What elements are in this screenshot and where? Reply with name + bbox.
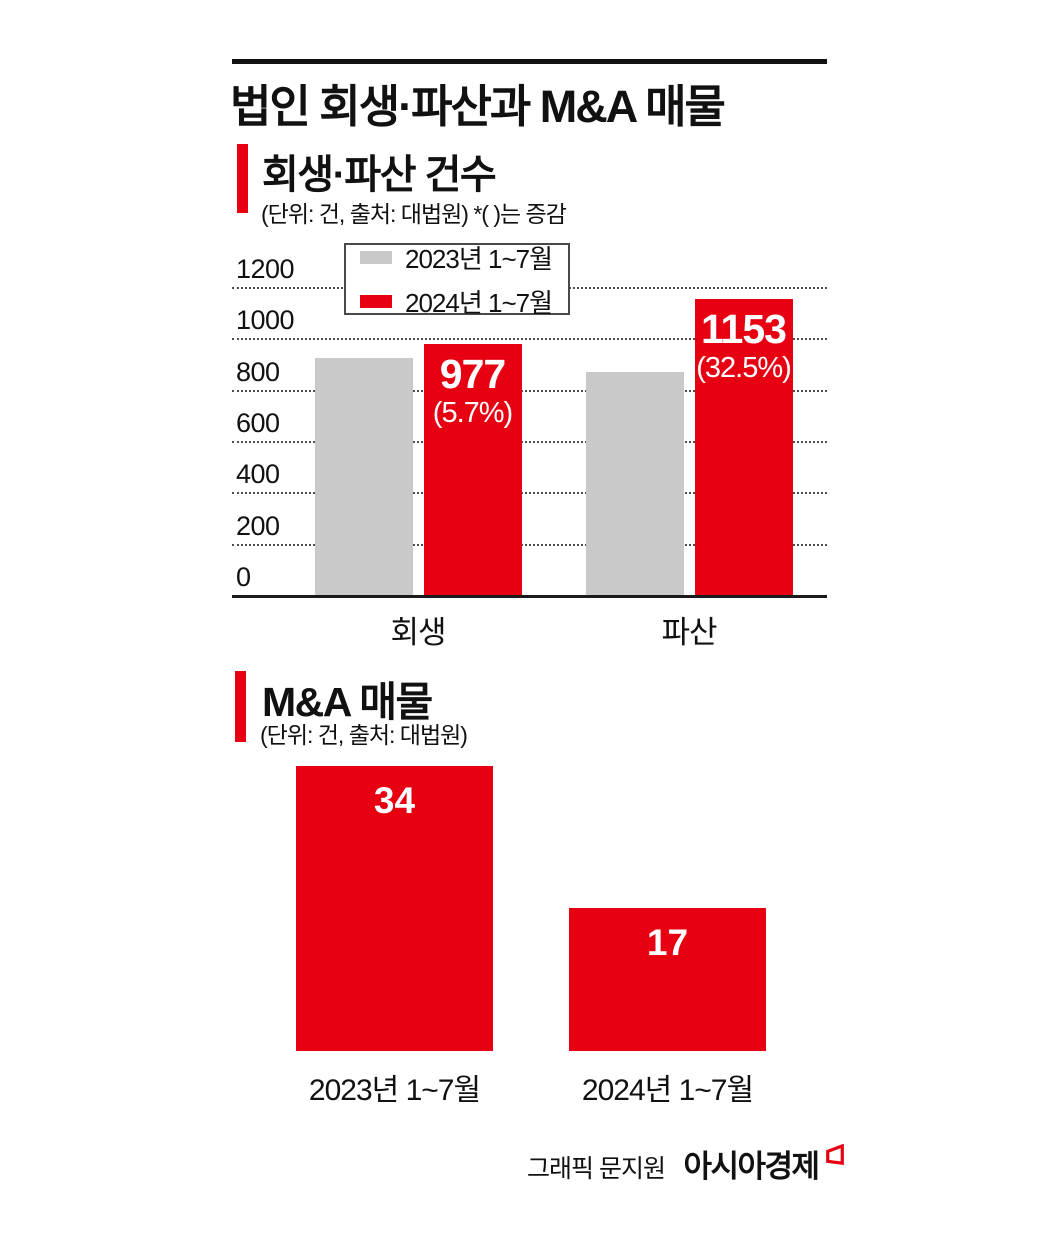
page-title: 법인 회생·파산과 M&A 매물 <box>230 81 726 132</box>
bar-value-bankruptcy: 1153 <box>701 306 787 352</box>
legend-item-2024: 2024년 1~7월 <box>360 283 554 320</box>
ma-category-label-2024: 2024년 1~7월 <box>581 1074 754 1107</box>
brand-logo-text: 아시아경제 <box>683 1149 820 1184</box>
x-axis-line <box>232 595 827 598</box>
bar-ma-2023 <box>296 766 493 1051</box>
chart1-title: 회생·파산 건수 <box>262 153 497 197</box>
gridline-1000 <box>232 338 827 341</box>
bar-rehab-2024 <box>423 344 522 595</box>
ma-data-label-2024: 17 <box>646 922 689 963</box>
y-tick-label-600: 600 <box>236 408 280 438</box>
footer: 그래픽 문지원 아시아경제 <box>232 1141 845 1186</box>
y-tick-label-800: 800 <box>236 356 280 387</box>
ma-data-label-2023: 34 <box>373 780 416 821</box>
chart2-subtitle: (단위: 건, 출처: 대법원) <box>260 722 468 748</box>
y-tick-label-1000: 1000 <box>236 305 295 336</box>
section2-accent-bar <box>235 671 246 742</box>
rehab-bankruptcy-plot: 2023년 1~7월 2024년 1~7월 0 200 400 600 800 1000 1… <box>232 240 827 650</box>
y-tick-label-200: 200 <box>236 510 280 541</box>
category-label-bankruptcy: 파산 <box>661 615 717 650</box>
ma-category-label-2023: 2023년 1~7월 <box>308 1074 481 1107</box>
bar-change-bankruptcy: (32.5%) <box>696 351 792 384</box>
gridline-200 <box>232 543 827 546</box>
legend-label-2023: 2023년 1~7월 <box>405 243 553 274</box>
chart2-title: M&A 매물 <box>262 679 433 725</box>
gridline-600 <box>232 441 827 443</box>
gridline-400 <box>232 492 827 495</box>
bar-bankruptcy-2024 <box>694 299 793 595</box>
bar-value-rehab: 977 <box>439 351 506 397</box>
section1-accent-bar <box>237 144 248 213</box>
top-rule <box>232 59 827 64</box>
legend-swatch-2023-icon <box>360 250 392 264</box>
chart1-subtitle: (단위: 건, 출처: 대법원) *( )는 증감 <box>261 201 567 227</box>
brand-logo-mark-icon <box>825 1143 845 1171</box>
bar-data-label-bankruptcy: 1153 (32.5%) <box>674 306 814 386</box>
ma-listings-plot: 34 2023년 1~7월 17 2024년 1~7월 <box>232 755 827 1120</box>
legend: 2023년 1~7월 2024년 1~7월 <box>344 243 570 318</box>
legend-swatch-2024-icon <box>360 294 392 308</box>
bar-rehab-2023 <box>314 358 413 595</box>
graphic-credit: 그래픽 문지원 <box>527 1155 666 1183</box>
bar-change-rehab: (5.7%) <box>432 396 513 429</box>
y-tick-label-400: 400 <box>236 459 280 490</box>
bar-data-label-rehab: 977 (5.7%) <box>403 351 543 431</box>
y-tick-label-1200: 1200 <box>236 254 295 284</box>
y-tick-label-0: 0 <box>236 562 251 592</box>
legend-label-2024: 2024년 1~7월 <box>405 287 553 318</box>
legend-item-2023: 2023년 1~7월 <box>360 239 554 276</box>
category-label-rehab: 회생 <box>390 615 446 650</box>
bar-ma-2024 <box>569 908 766 1051</box>
bar-bankruptcy-2023 <box>585 372 684 595</box>
gridline-800 <box>232 389 827 392</box>
